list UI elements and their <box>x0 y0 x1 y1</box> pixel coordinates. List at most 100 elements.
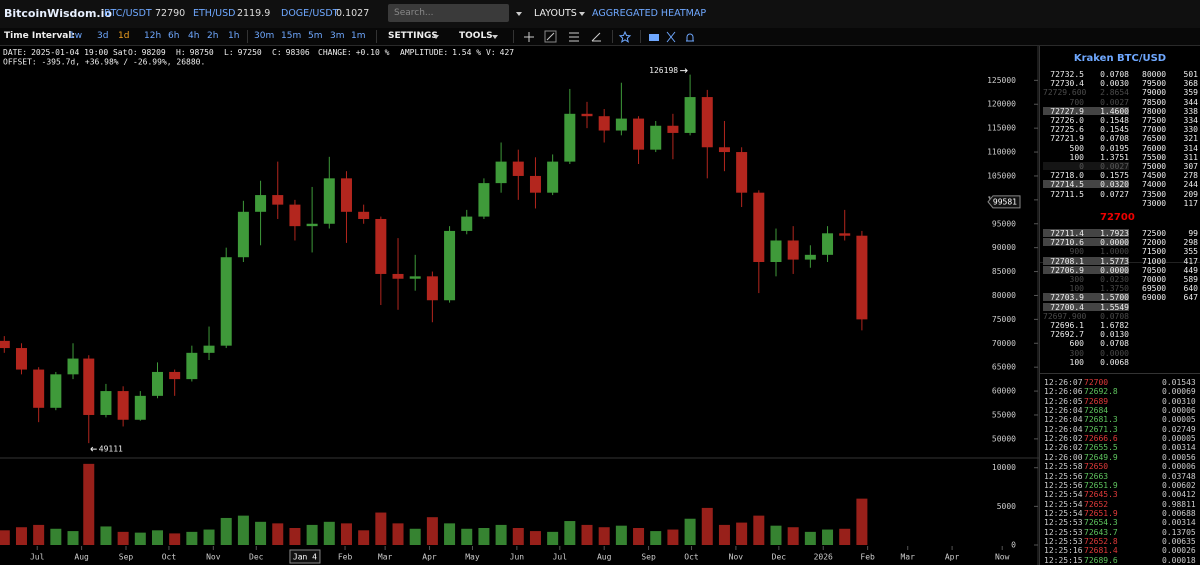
book-price[interactable]: 100 <box>1069 357 1084 367</box>
book-amount[interactable]: 0.0000 <box>1100 238 1129 248</box>
interval-button[interactable]: 1d <box>118 31 130 41</box>
book-amount[interactable]: 0.0708 <box>1100 311 1129 321</box>
book-price[interactable]: 600 <box>1069 339 1084 349</box>
book-amount[interactable]: 1.4600 <box>1100 106 1129 116</box>
interval-button[interactable]: 1h <box>228 31 240 41</box>
book-amount[interactable]: 0.0230 <box>1100 275 1129 284</box>
book-price[interactable]: 900 <box>1069 247 1084 257</box>
tool-icons[interactable] <box>520 28 720 46</box>
book-price[interactable]: 72708.1 <box>1050 256 1084 266</box>
book-price[interactable]: 72711.5 <box>1050 189 1084 199</box>
book-amount[interactable]: 0.0030 <box>1100 79 1129 89</box>
candle-body <box>306 223 318 227</box>
book-amount[interactable]: 0.0708 <box>1100 70 1129 79</box>
interval-button[interactable]: 1w <box>69 31 83 41</box>
interval-button[interactable]: 12h <box>144 31 162 41</box>
ticker-symbol[interactable]: ETH/USD <box>193 8 236 19</box>
ticker-symbol[interactable]: DOGE/USDT <box>281 8 339 19</box>
book-price[interactable]: 72725.6 <box>1050 125 1084 135</box>
draw-icon[interactable] <box>591 32 601 42</box>
book-amount[interactable]: 1.3750 <box>1100 284 1129 294</box>
book-price[interactable]: 100 <box>1069 152 1084 162</box>
book-price[interactable]: 72726.0 <box>1050 116 1084 125</box>
book-amount[interactable]: 0.0708 <box>1100 339 1129 349</box>
book-amount[interactable]: 1.5700 <box>1100 293 1129 303</box>
book-price[interactable]: 72697.900 <box>1043 311 1087 321</box>
interval-button[interactable]: 30m <box>254 31 275 41</box>
interval-button[interactable]: 1m <box>351 31 366 41</box>
book-price[interactable]: 72714.5 <box>1050 180 1084 190</box>
trade-amount: 0.00635 <box>1162 536 1196 546</box>
book-price[interactable]: 72706.9 <box>1050 265 1084 275</box>
fullscreen-icon[interactable] <box>666 31 676 43</box>
trade-amount: 0.00310 <box>1162 396 1196 406</box>
book-amount[interactable]: 0.0068 <box>1100 357 1129 367</box>
depth-price: 75500 <box>1142 152 1167 162</box>
x-tick-label: Jul <box>30 553 45 562</box>
book-amount[interactable]: 0.0708 <box>1100 134 1129 144</box>
book-amount[interactable]: 0.0027 <box>1100 97 1129 107</box>
star-icon[interactable] <box>618 30 632 43</box>
book-amount[interactable]: 1.0000 <box>1100 247 1129 257</box>
book-amount[interactable]: 0.0000 <box>1100 348 1129 358</box>
book-amount[interactable]: 0.0130 <box>1100 330 1129 340</box>
book-amount[interactable]: 0.0027 <box>1100 162 1129 171</box>
line-icon[interactable] <box>544 30 557 43</box>
book-price[interactable]: 72730.4 <box>1050 79 1084 89</box>
search-box[interactable]: Search... <box>388 4 509 22</box>
book-amount[interactable]: 1.7923 <box>1100 229 1129 238</box>
interval-button[interactable]: 6h <box>168 31 180 41</box>
interval-button[interactable]: 5m <box>308 31 323 41</box>
book-price[interactable]: 300 <box>1069 348 1084 358</box>
book-amount[interactable]: 0.1548 <box>1100 116 1129 125</box>
book-price[interactable]: 500 <box>1069 143 1084 153</box>
crosshair-icon[interactable] <box>524 32 534 42</box>
book-price[interactable]: 72718.0 <box>1050 171 1084 181</box>
book-amount[interactable]: 0.0320 <box>1100 180 1129 190</box>
settings-menu[interactable]: SETTINGS <box>388 31 438 41</box>
book-price[interactable]: 72727.9 <box>1050 106 1084 116</box>
trade-price: 72651.9 <box>1084 480 1118 490</box>
x-tick-label: Mar <box>900 553 915 562</box>
x-tick-label: Oct <box>162 553 177 562</box>
brand[interactable]: BitcoinWisdom.io <box>4 7 112 20</box>
book-amount[interactable]: 1.3751 <box>1100 152 1129 162</box>
book-price[interactable]: 72710.6 <box>1050 238 1084 248</box>
interval-button[interactable]: 15m <box>281 31 302 41</box>
book-amount[interactable]: 0.1545 <box>1100 125 1129 135</box>
book-amount[interactable]: 1.6782 <box>1100 321 1129 330</box>
interval-button[interactable]: 3d <box>97 31 109 41</box>
interval-button[interactable]: 2h <box>207 31 219 41</box>
trade-time: 12:25:56 <box>1044 471 1083 481</box>
book-price[interactable]: 72703.9 <box>1050 293 1084 303</box>
interval-button[interactable]: 4h <box>188 31 200 41</box>
line-icon[interactable] <box>546 32 555 41</box>
book-price[interactable]: 72700.4 <box>1050 302 1084 312</box>
book-price[interactable]: 700 <box>1069 97 1084 107</box>
layouts-menu[interactable]: LAYOUTS <box>534 8 577 19</box>
book-price[interactable]: 300 <box>1069 275 1084 284</box>
ticker-symbol[interactable]: BTC/USDT <box>104 8 152 19</box>
book-amount[interactable]: 1.5549 <box>1100 302 1129 312</box>
book-price[interactable]: 72732.5 <box>1050 70 1084 79</box>
book-amount[interactable]: 0.0195 <box>1100 143 1129 153</box>
book-amount[interactable]: 1.5773 <box>1100 256 1129 266</box>
tools-menu[interactable]: TOOLS <box>459 31 493 41</box>
book-amount[interactable]: 0.0727 <box>1100 189 1129 199</box>
book-amount[interactable]: 2.8654 <box>1100 88 1129 98</box>
book-price[interactable]: 0 <box>1079 162 1084 171</box>
book-price[interactable]: 72729.600 <box>1043 88 1087 98</box>
bell-icon[interactable] <box>686 33 694 42</box>
heatmap-link[interactable]: AGGREGATED HEATMAP <box>592 8 707 19</box>
book-price[interactable]: 72711.4 <box>1050 229 1084 238</box>
camera-icon[interactable] <box>649 34 659 41</box>
book-price[interactable]: 72721.9 <box>1050 134 1084 144</box>
book-price[interactable]: 72696.1 <box>1050 321 1084 330</box>
book-price[interactable]: 72692.7 <box>1050 330 1084 340</box>
book-price[interactable]: 100 <box>1069 284 1084 294</box>
hline-icon[interactable] <box>569 32 579 42</box>
book-amount[interactable]: 0.1575 <box>1100 171 1129 181</box>
interval-button[interactable]: 3m <box>330 31 345 41</box>
caret[interactable] <box>516 12 522 16</box>
book-amount[interactable]: 0.0000 <box>1100 265 1129 275</box>
